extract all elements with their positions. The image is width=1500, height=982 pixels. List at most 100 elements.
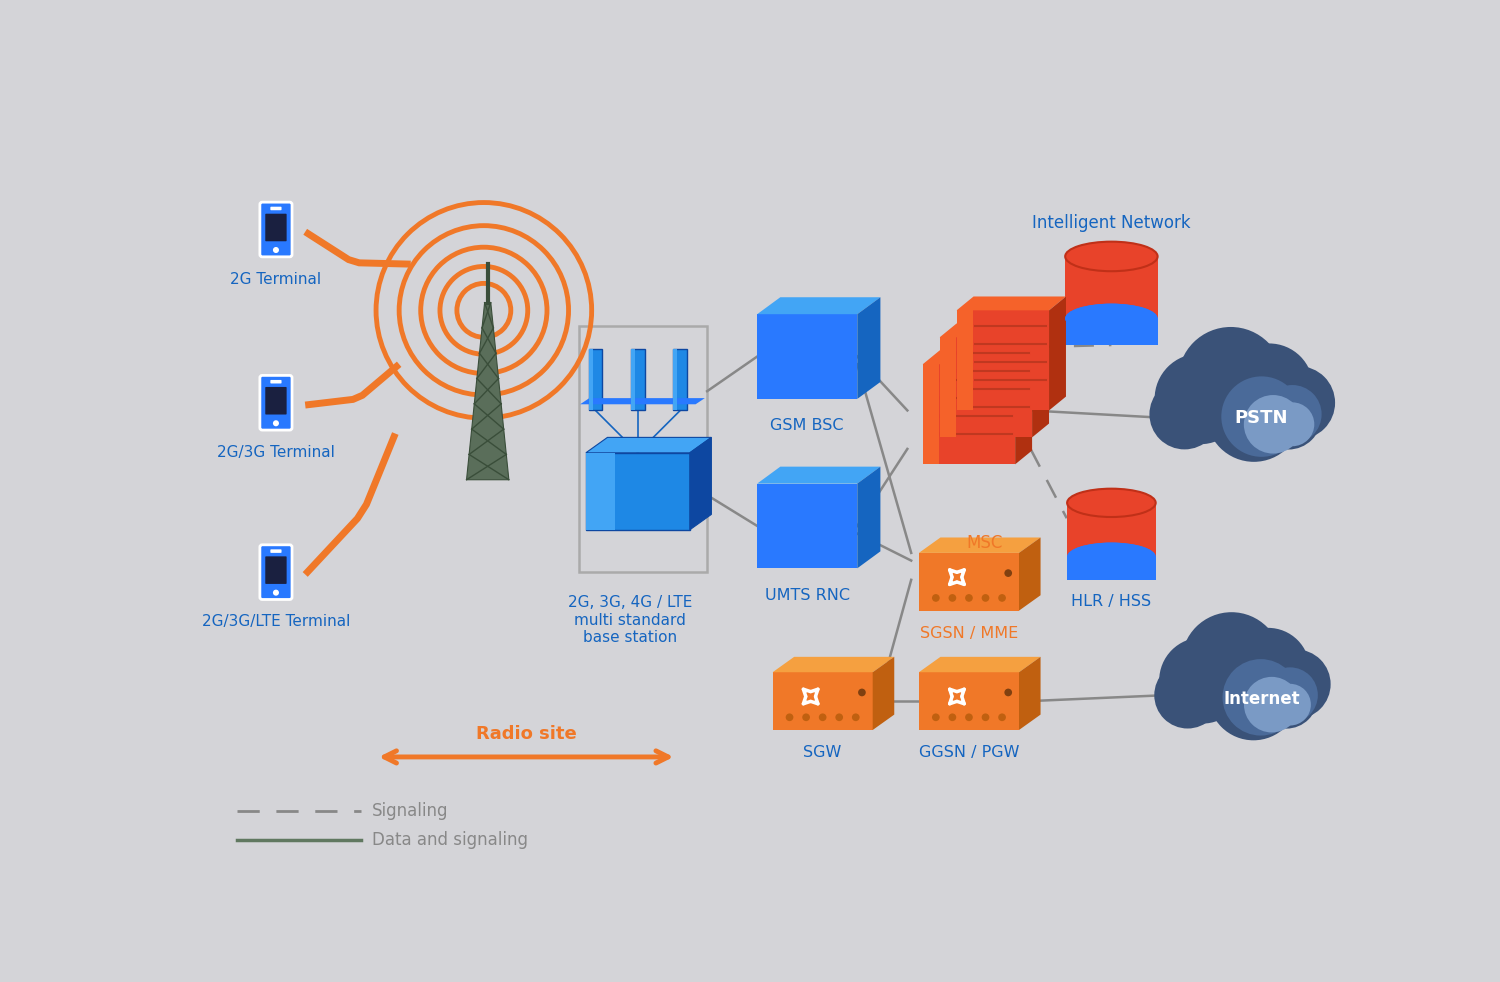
Circle shape xyxy=(1209,650,1299,740)
Circle shape xyxy=(802,714,810,721)
Polygon shape xyxy=(939,337,957,437)
Circle shape xyxy=(273,247,279,253)
Ellipse shape xyxy=(1066,543,1155,571)
Ellipse shape xyxy=(1066,543,1155,571)
Polygon shape xyxy=(1048,297,1066,410)
FancyBboxPatch shape xyxy=(266,214,286,242)
Circle shape xyxy=(836,714,843,721)
Circle shape xyxy=(948,594,956,602)
Text: GGSN / PGW: GGSN / PGW xyxy=(918,745,1019,760)
Ellipse shape xyxy=(1065,303,1158,333)
Polygon shape xyxy=(920,553,1019,611)
Text: 2G, 3G, 4G / LTE
multi standard
base station: 2G, 3G, 4G / LTE multi standard base sta… xyxy=(568,595,693,645)
Circle shape xyxy=(1227,627,1310,711)
Circle shape xyxy=(948,714,956,721)
Polygon shape xyxy=(632,349,634,410)
Polygon shape xyxy=(922,364,939,464)
Polygon shape xyxy=(580,398,705,405)
Circle shape xyxy=(981,714,990,721)
Text: HLR / HSS: HLR / HSS xyxy=(1071,594,1152,609)
Polygon shape xyxy=(1019,657,1041,730)
FancyBboxPatch shape xyxy=(270,206,282,210)
Text: MSC: MSC xyxy=(966,533,1002,552)
Polygon shape xyxy=(1065,256,1158,345)
Circle shape xyxy=(1256,666,1317,729)
Circle shape xyxy=(932,594,939,602)
Circle shape xyxy=(852,714,859,721)
FancyBboxPatch shape xyxy=(270,549,282,553)
FancyBboxPatch shape xyxy=(260,375,292,430)
Text: Data and signaling: Data and signaling xyxy=(372,831,528,849)
Text: SGSN / MME: SGSN / MME xyxy=(920,627,1019,641)
Polygon shape xyxy=(920,657,1041,673)
Circle shape xyxy=(998,714,1006,721)
Polygon shape xyxy=(758,466,880,483)
Polygon shape xyxy=(1032,323,1048,437)
Text: UMTS RNC: UMTS RNC xyxy=(765,587,849,603)
Text: Signaling: Signaling xyxy=(372,802,448,820)
FancyBboxPatch shape xyxy=(266,387,286,414)
Polygon shape xyxy=(957,310,1048,410)
Circle shape xyxy=(1178,327,1284,432)
Polygon shape xyxy=(758,298,880,314)
Text: GSM BSC: GSM BSC xyxy=(771,418,844,433)
Polygon shape xyxy=(674,349,687,410)
Polygon shape xyxy=(1066,503,1155,579)
Circle shape xyxy=(1244,677,1299,733)
Circle shape xyxy=(1005,688,1013,696)
Circle shape xyxy=(981,594,990,602)
Circle shape xyxy=(1262,668,1318,723)
FancyBboxPatch shape xyxy=(260,545,292,599)
Circle shape xyxy=(1256,384,1322,450)
Circle shape xyxy=(964,714,974,721)
Ellipse shape xyxy=(1065,242,1158,271)
Circle shape xyxy=(1005,570,1013,577)
Polygon shape xyxy=(939,337,1032,437)
Polygon shape xyxy=(588,349,603,410)
Polygon shape xyxy=(1066,557,1155,579)
Polygon shape xyxy=(858,466,880,569)
Circle shape xyxy=(1206,366,1302,462)
Circle shape xyxy=(1244,395,1302,454)
Circle shape xyxy=(1221,376,1302,457)
Polygon shape xyxy=(922,364,1016,464)
Circle shape xyxy=(1149,379,1220,450)
Circle shape xyxy=(1222,659,1299,736)
Circle shape xyxy=(819,714,827,721)
Circle shape xyxy=(273,420,279,426)
Polygon shape xyxy=(922,351,1032,364)
Polygon shape xyxy=(466,302,509,480)
Circle shape xyxy=(1226,344,1312,431)
Polygon shape xyxy=(586,437,711,453)
Polygon shape xyxy=(957,310,974,410)
Text: SGW: SGW xyxy=(804,745,842,760)
Circle shape xyxy=(786,714,794,721)
Polygon shape xyxy=(1065,318,1158,345)
FancyBboxPatch shape xyxy=(266,557,286,584)
Circle shape xyxy=(1155,662,1221,729)
FancyBboxPatch shape xyxy=(260,202,292,257)
Text: 2G/3G Terminal: 2G/3G Terminal xyxy=(217,445,334,461)
Circle shape xyxy=(932,714,939,721)
Text: 2G Terminal: 2G Terminal xyxy=(231,272,321,287)
Circle shape xyxy=(1155,354,1245,444)
Text: Radio site: Radio site xyxy=(476,725,576,743)
Circle shape xyxy=(964,594,974,602)
Polygon shape xyxy=(920,537,1041,553)
Text: Internet: Internet xyxy=(1222,690,1300,708)
Polygon shape xyxy=(588,349,592,410)
Polygon shape xyxy=(873,657,894,730)
Text: 2G/3G/LTE Terminal: 2G/3G/LTE Terminal xyxy=(202,615,350,629)
Ellipse shape xyxy=(1066,489,1155,517)
Text: Intelligent Network: Intelligent Network xyxy=(1032,214,1191,232)
Circle shape xyxy=(858,688,865,696)
Polygon shape xyxy=(772,673,873,730)
Polygon shape xyxy=(772,657,894,673)
Polygon shape xyxy=(586,453,690,530)
Circle shape xyxy=(1270,403,1314,446)
Circle shape xyxy=(273,589,279,596)
Polygon shape xyxy=(1016,351,1032,464)
Polygon shape xyxy=(586,453,615,530)
Circle shape xyxy=(1262,366,1335,439)
Polygon shape xyxy=(939,323,1048,337)
